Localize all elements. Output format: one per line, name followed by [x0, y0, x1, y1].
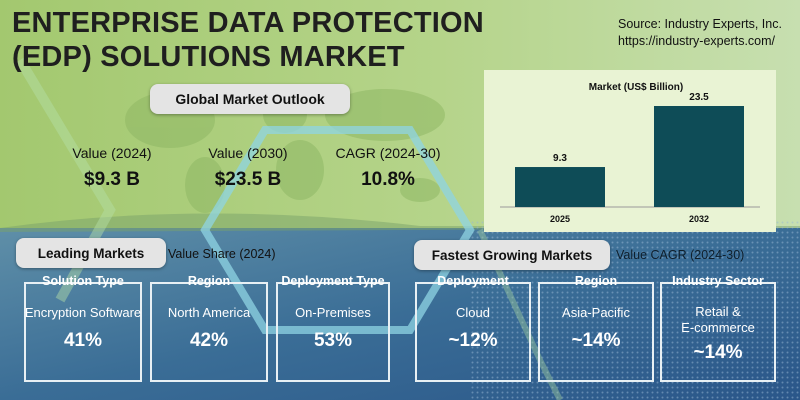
card-segment-name: Cloud [456, 305, 490, 320]
leading-markets-subtitle: Value Share (2024) [168, 247, 276, 261]
market-bar-chart: Market (US$ Billion) 9.3 2025 23.5 2032 [484, 70, 776, 232]
source-url[interactable]: https://industry-experts.com/ [618, 34, 776, 48]
chart-title: Market (US$ Billion) [589, 82, 683, 93]
leading-card-deployment-type [276, 282, 390, 382]
stat-label: Value (2024) [72, 145, 152, 161]
card-header: Region [574, 274, 618, 288]
chart-data-label-2025: 9.3 [553, 153, 567, 164]
card-segment-name: Encryption Software [24, 305, 142, 320]
stat-value: 10.8% [361, 169, 415, 190]
card-body: Cloud ~12% [415, 305, 531, 352]
chart-canvas: Market (US$ Billion) 9.3 2025 23.5 2032 [500, 82, 760, 224]
source-name: Source: Industry Experts, Inc. [618, 17, 782, 31]
fastest-card-deployment [415, 282, 531, 382]
stat-label: CAGR (2024-30) [335, 145, 441, 161]
card-header: Solution Type [42, 274, 124, 288]
leading-markets-heading: Leading Markets [16, 238, 166, 268]
card-segment-name: North America [167, 305, 251, 320]
stat-value: $9.3 B [84, 169, 140, 190]
global-outlook-heading: Global Market Outlook [150, 84, 350, 114]
page-title: ENTERPRISE DATA PROTECTION (EDP) SOLUTIO… [12, 6, 484, 74]
stat-value-2030: Value (2030) $23.5 B [188, 145, 308, 191]
chart-bar-2032 [654, 106, 744, 207]
card-segment-name: Asia-Pacific [562, 305, 630, 320]
source-credit: Source: Industry Experts, Inc. https://i… [618, 16, 796, 50]
card-header: Deployment [437, 274, 509, 288]
fastest-growing-subtitle: Value CAGR (2024-30) [616, 248, 745, 262]
leading-card-region [150, 282, 268, 382]
chart-tick-label-2032: 2032 [689, 214, 709, 224]
card-segment-name-line2: E-commerce [681, 320, 755, 335]
stat-cagr: CAGR (2024-30) 10.8% [328, 145, 448, 191]
card-segment-value: 42% [189, 330, 229, 351]
card-body: Retail & E-commerce ~14% [660, 304, 776, 364]
stat-label: Value (2030) [208, 145, 288, 161]
title-line-1: ENTERPRISE DATA PROTECTION [12, 7, 484, 39]
leading-card-solution-type [24, 282, 142, 382]
card-body: Encryption Software 41% [24, 305, 142, 352]
card-segment-value: 41% [63, 330, 103, 351]
card-segment-value: 53% [313, 330, 353, 351]
stat-value: $23.5 B [214, 169, 282, 190]
fastest-growing-heading: Fastest Growing Markets [414, 240, 610, 270]
card-header: Deployment Type [281, 274, 385, 288]
card-segment-name: Retail & [695, 304, 741, 319]
card-segment-name: On-Premises [295, 305, 371, 320]
card-segment-value: ~12% [448, 330, 498, 351]
card-body: Asia-Pacific ~14% [538, 305, 654, 352]
stat-value-2024: Value (2024) $9.3 B [52, 145, 172, 191]
chart-bar-2025 [515, 167, 605, 207]
card-segment-value: ~14% [693, 342, 743, 363]
card-header: Region [187, 274, 231, 288]
title-line-2: (EDP) SOLUTIONS MARKET [12, 41, 405, 73]
card-body: On-Premises 53% [276, 305, 390, 352]
card-header: Industry Sector [672, 274, 764, 288]
fastest-card-region [538, 282, 654, 382]
chart-data-label-2032: 23.5 [689, 92, 709, 103]
card-body: North America 42% [150, 305, 268, 352]
chart-tick-label-2025: 2025 [550, 214, 570, 224]
fastest-card-industry-sector [660, 282, 776, 382]
card-segment-value: ~14% [571, 330, 621, 351]
